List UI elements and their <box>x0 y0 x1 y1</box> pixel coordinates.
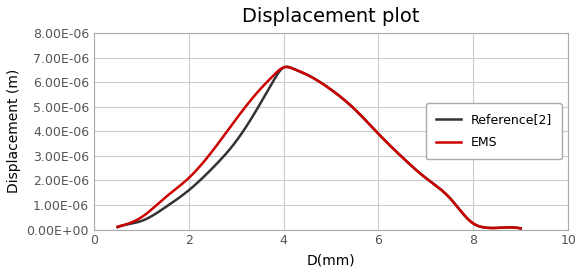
X-axis label: D(mm): D(mm) <box>307 253 355 267</box>
Line: Reference[2]: Reference[2] <box>118 67 521 229</box>
Y-axis label: Displacement (m): Displacement (m) <box>7 69 21 193</box>
Line: EMS: EMS <box>118 67 521 229</box>
EMS <box>333 92 340 95</box>
EMS <box>445 195 452 199</box>
Title: Displacement plot: Displacement plot <box>243 7 420 26</box>
EMS <box>508 226 515 229</box>
Reference[2] <box>355 111 362 115</box>
Reference[2] <box>333 92 340 95</box>
Reference[2] <box>309 76 316 79</box>
Reference[2] <box>517 227 524 230</box>
Legend: Reference[2], EMS: Reference[2], EMS <box>426 103 562 159</box>
Reference[2] <box>508 226 515 229</box>
EMS <box>517 227 524 230</box>
EMS <box>306 75 313 78</box>
Reference[2] <box>445 195 452 199</box>
EMS <box>355 111 362 115</box>
EMS <box>309 76 316 79</box>
EMS <box>283 65 290 69</box>
Reference[2] <box>306 75 313 78</box>
EMS <box>114 225 121 228</box>
Reference[2] <box>283 65 290 68</box>
Reference[2] <box>114 226 121 229</box>
